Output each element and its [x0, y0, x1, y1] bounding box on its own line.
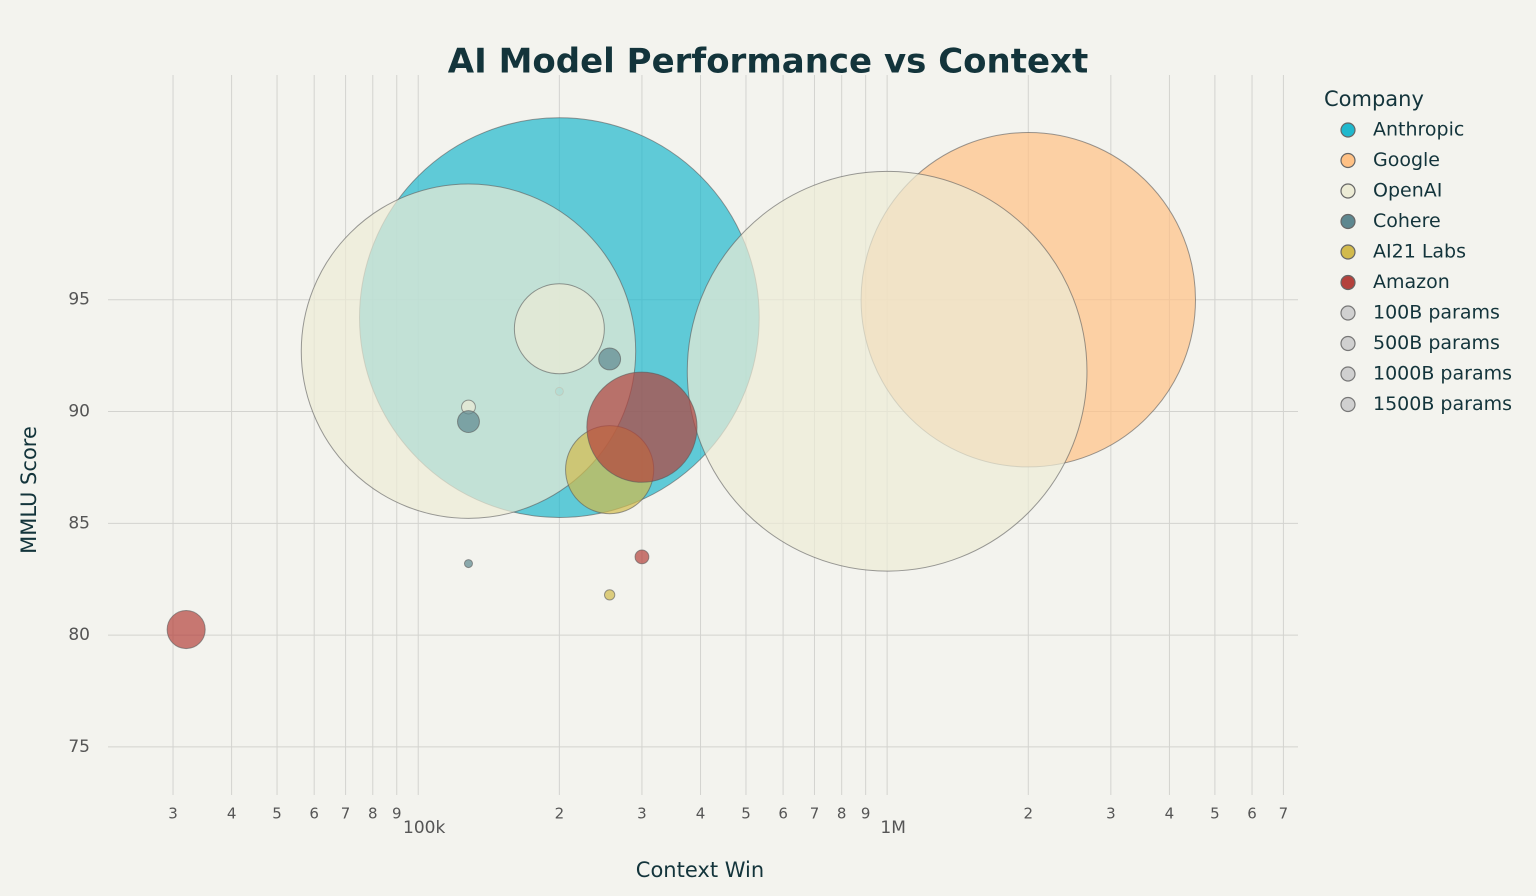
bubble: [457, 410, 480, 434]
chart-title: AI Model Performance vs Context: [448, 42, 1088, 82]
legend-label: OpenAI: [1373, 180, 1442, 202]
x-tick-label: 7: [341, 805, 351, 823]
y-tick-label: 90: [68, 402, 90, 422]
x-axis-title: Context Win: [636, 858, 764, 882]
x-tick-label: 6: [1247, 805, 1257, 823]
x-tick-label: 4: [227, 805, 237, 823]
x-tick-label: 9: [392, 805, 402, 823]
bubble: [603, 589, 616, 601]
legend-label: 1500B params: [1373, 393, 1512, 415]
y-tick-label: 85: [68, 513, 90, 533]
bubble: [166, 610, 206, 650]
legend-marker: [1340, 183, 1356, 199]
x-tick-label: 7: [810, 805, 820, 823]
legend-marker: [1340, 213, 1356, 230]
x-tick-label: 8: [368, 805, 378, 823]
bubble: [598, 347, 622, 371]
x-tick-label: 3: [168, 805, 178, 823]
bubble: [513, 283, 605, 375]
legend-marker: [1340, 244, 1356, 260]
legend-label: Google: [1373, 149, 1440, 171]
x-tick-label: 2: [555, 805, 565, 823]
legend-label: 100B params: [1373, 302, 1500, 324]
legend-marker: [1340, 396, 1356, 413]
x-tick-label: 2: [1024, 805, 1034, 823]
y-tick-label: 80: [68, 625, 90, 645]
x-tick-label: 5: [741, 805, 751, 823]
y-tick-label: 75: [68, 737, 90, 757]
x-tick-label: 5: [272, 805, 282, 823]
legend-label: Amazon: [1373, 271, 1450, 293]
legend-label: Cohere: [1373, 210, 1441, 232]
x-tick-label: 6: [309, 805, 319, 823]
legend-marker: [1340, 335, 1356, 352]
legend-label: 1000B params: [1373, 363, 1512, 385]
legend-marker: [1340, 366, 1356, 382]
x-tick-label: 6: [778, 805, 788, 823]
x-tick-label: 9: [861, 805, 871, 823]
x-tick-label: 3: [1106, 805, 1116, 823]
x-tick-major-label: 1M: [880, 818, 905, 838]
x-tick-label: 7: [1279, 805, 1289, 823]
x-tick-label: 4: [696, 805, 706, 823]
x-tick-major-label: 100k: [403, 818, 445, 838]
bubble: [463, 559, 473, 569]
legend-marker: [1340, 305, 1356, 321]
bubble: [686, 170, 1088, 572]
y-tick-label: 95: [68, 290, 90, 310]
x-tick-label: 3: [637, 805, 647, 823]
legend-label: Anthropic: [1373, 119, 1464, 141]
x-tick-label: 4: [1165, 805, 1175, 823]
y-axis-title: MMLU Score: [17, 426, 41, 554]
bubble: [300, 183, 637, 519]
bubble: [586, 371, 698, 483]
x-tick-label: 8: [837, 805, 847, 823]
x-tick-label: 5: [1210, 805, 1220, 823]
legend-label: 500B params: [1373, 332, 1500, 354]
legend-label: AI21 Labs: [1373, 241, 1466, 263]
legend-marker: [1340, 152, 1356, 169]
legend-marker: [1340, 122, 1356, 138]
bubble: [634, 549, 650, 565]
legend-title: Company: [1324, 87, 1424, 111]
legend-marker: [1340, 274, 1356, 291]
